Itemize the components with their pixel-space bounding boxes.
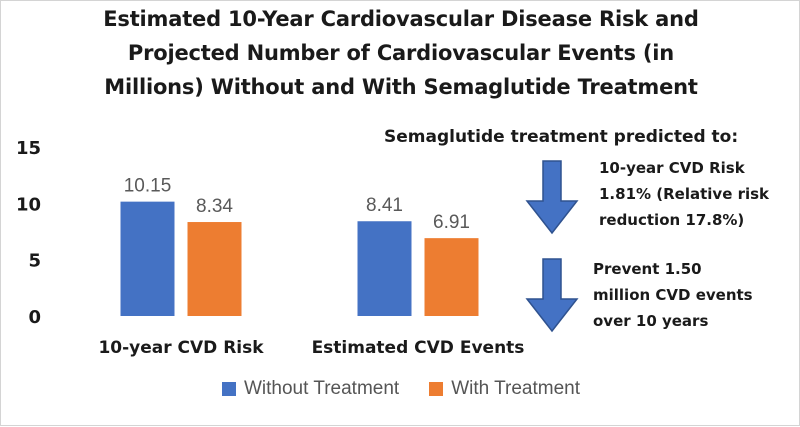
legend-item-with: With Treatment [429,378,580,400]
x-category-label: 10-year CVD Risk [98,338,264,358]
annotation-events-line-2: million CVD events [593,286,753,304]
bar-without-0 [120,201,175,316]
annotation-arrows [525,160,579,333]
data-label: 10.15 [124,176,172,197]
legend-label-without: Without Treatment [243,378,400,399]
annotation-events-line-1: Prevent 1.50 [593,260,702,278]
chart-title-line-2: Projected Number of Cardiovascular Event… [127,41,675,65]
x-category-label: Estimated CVD Events [312,338,525,358]
annotation-events-line-3: over 10 years [593,312,709,330]
chart-title-line-3: Millions) Without and With Semaglutide T… [104,75,698,99]
data-label: 8.34 [196,196,233,217]
y-tick-label: 5 [28,251,41,272]
annotation-header: Semaglutide treatment predicted to: [384,127,739,147]
y-tick-label: 10 [16,194,41,215]
bar-with-0 [187,222,242,316]
bar-without-1 [357,221,412,316]
data-label: 8.41 [366,195,403,216]
bars [120,201,479,316]
down-arrow-icon [525,160,579,235]
category-labels: 10-year CVD Risk Estimated CVD Events [98,338,524,358]
data-label: 6.91 [433,212,470,233]
y-tick-label: 0 [28,307,41,328]
chart-title-line-1: Estimated 10-Year Cardiovascular Disease… [103,7,699,31]
legend-item-without: Without Treatment [221,378,400,400]
bar-with-1 [424,238,479,316]
legend-swatch-without [221,382,236,396]
down-arrow-icon [525,258,579,333]
y-axis: 0 5 10 15 [16,138,41,328]
legend-label-with: With Treatment [451,378,581,399]
legend: Without Treatment With Treatment [1,378,800,400]
annotation-risk-line-1: 10-year CVD Risk [599,159,745,177]
annotation-risk-line-2: 1.81% (Relative risk [599,185,770,203]
data-labels: 10.15 8.34 8.41 6.91 [124,176,470,234]
y-tick-label: 15 [16,138,41,159]
legend-swatch-with [429,382,444,396]
annotation-risk-line-3: reduction 17.8%) [599,211,745,229]
